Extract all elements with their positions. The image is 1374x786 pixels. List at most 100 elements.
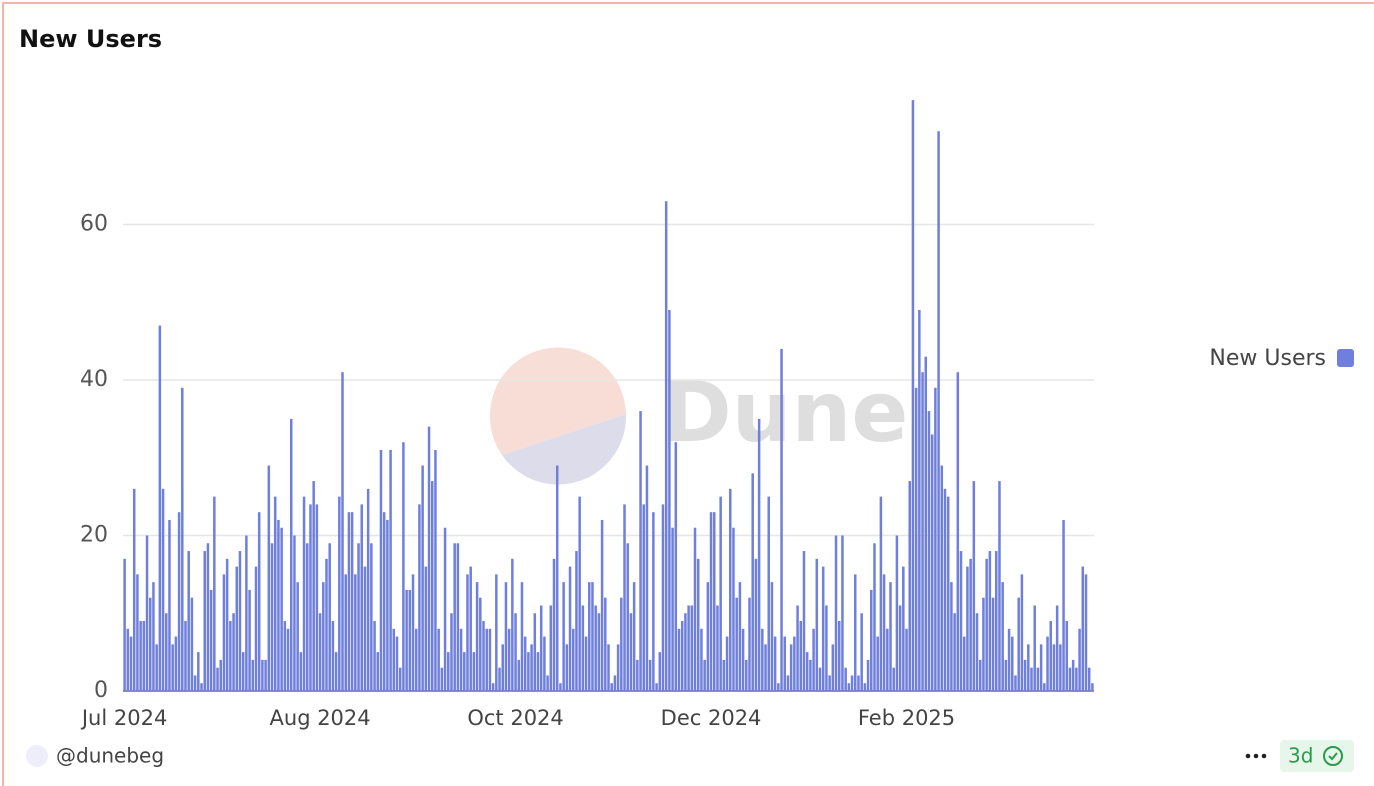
bar bbox=[1014, 675, 1017, 691]
bar bbox=[129, 636, 133, 691]
bar bbox=[325, 558, 328, 691]
bar bbox=[306, 543, 309, 691]
bar bbox=[850, 675, 854, 691]
bar bbox=[491, 683, 495, 691]
bar bbox=[350, 512, 354, 691]
bar bbox=[514, 613, 517, 691]
bar bbox=[927, 411, 931, 691]
bar bbox=[347, 512, 351, 691]
bar bbox=[507, 628, 511, 691]
bar bbox=[161, 488, 165, 691]
bar bbox=[498, 667, 501, 691]
bar bbox=[818, 667, 822, 691]
x-tick-label: Oct 2024 bbox=[467, 706, 563, 730]
bar bbox=[418, 504, 421, 691]
bar bbox=[273, 496, 277, 691]
bar bbox=[184, 621, 187, 691]
bar bbox=[892, 667, 895, 691]
bar bbox=[982, 597, 985, 691]
bar bbox=[946, 496, 950, 691]
bar bbox=[145, 535, 149, 691]
bar bbox=[780, 348, 783, 691]
bar bbox=[597, 613, 601, 691]
bar bbox=[187, 551, 190, 691]
bar bbox=[815, 558, 819, 691]
bar bbox=[642, 504, 646, 691]
watermark-text: Dune bbox=[662, 363, 908, 461]
bar bbox=[1087, 667, 1091, 691]
bar bbox=[395, 636, 399, 691]
bar bbox=[488, 628, 492, 691]
bar bbox=[267, 465, 271, 691]
bar bbox=[873, 543, 876, 691]
bar bbox=[783, 636, 787, 691]
bar bbox=[251, 659, 255, 691]
bar bbox=[1023, 659, 1027, 691]
bar bbox=[440, 667, 444, 691]
bar bbox=[962, 636, 966, 691]
bar bbox=[479, 597, 482, 691]
bar bbox=[232, 613, 235, 691]
bar bbox=[241, 652, 245, 691]
author[interactable]: @dunebeg bbox=[56, 744, 164, 768]
dot bbox=[1261, 753, 1267, 759]
bar bbox=[463, 652, 466, 691]
bar bbox=[745, 659, 748, 691]
bar bbox=[629, 613, 633, 691]
bar bbox=[857, 675, 860, 691]
bar bbox=[1052, 644, 1056, 691]
bar bbox=[501, 644, 504, 691]
y-tick-label: 60 bbox=[80, 212, 108, 237]
bar bbox=[594, 605, 597, 691]
bar bbox=[155, 644, 158, 691]
bar bbox=[482, 621, 485, 691]
bar bbox=[995, 551, 998, 691]
y-tick-label: 0 bbox=[94, 678, 108, 703]
bar bbox=[664, 201, 668, 692]
bar bbox=[789, 644, 793, 691]
bar bbox=[219, 659, 222, 691]
bar bbox=[655, 683, 658, 691]
bar bbox=[334, 652, 338, 691]
bar bbox=[168, 519, 171, 691]
bar bbox=[552, 558, 556, 691]
bar bbox=[402, 442, 405, 691]
bar bbox=[293, 535, 296, 691]
bar bbox=[296, 582, 299, 691]
bar bbox=[748, 597, 751, 691]
bar bbox=[1020, 574, 1024, 691]
bar bbox=[571, 628, 575, 691]
bar bbox=[966, 566, 969, 691]
bar bbox=[171, 644, 174, 691]
bar bbox=[1036, 667, 1040, 691]
bar bbox=[1084, 574, 1088, 691]
bar bbox=[908, 481, 911, 691]
bar bbox=[777, 683, 780, 691]
bar bbox=[536, 652, 540, 691]
bar bbox=[719, 496, 722, 691]
bar bbox=[424, 566, 428, 691]
bar bbox=[1062, 519, 1065, 691]
bar bbox=[257, 512, 261, 691]
bar bbox=[475, 582, 479, 691]
more-button[interactable] bbox=[1245, 753, 1267, 759]
bar bbox=[437, 628, 440, 691]
watermark-logo-top bbox=[489, 347, 626, 417]
bar bbox=[786, 675, 790, 691]
bar bbox=[289, 418, 293, 691]
bar bbox=[1065, 621, 1069, 691]
bar bbox=[546, 675, 549, 691]
bar bbox=[142, 621, 146, 691]
bar bbox=[443, 527, 447, 691]
bar bbox=[430, 481, 434, 691]
bar bbox=[1091, 683, 1094, 691]
bar bbox=[1046, 636, 1049, 691]
bar bbox=[770, 582, 774, 691]
bar bbox=[504, 582, 508, 691]
bar bbox=[911, 100, 915, 692]
bar bbox=[328, 543, 331, 691]
bar bbox=[363, 566, 367, 691]
